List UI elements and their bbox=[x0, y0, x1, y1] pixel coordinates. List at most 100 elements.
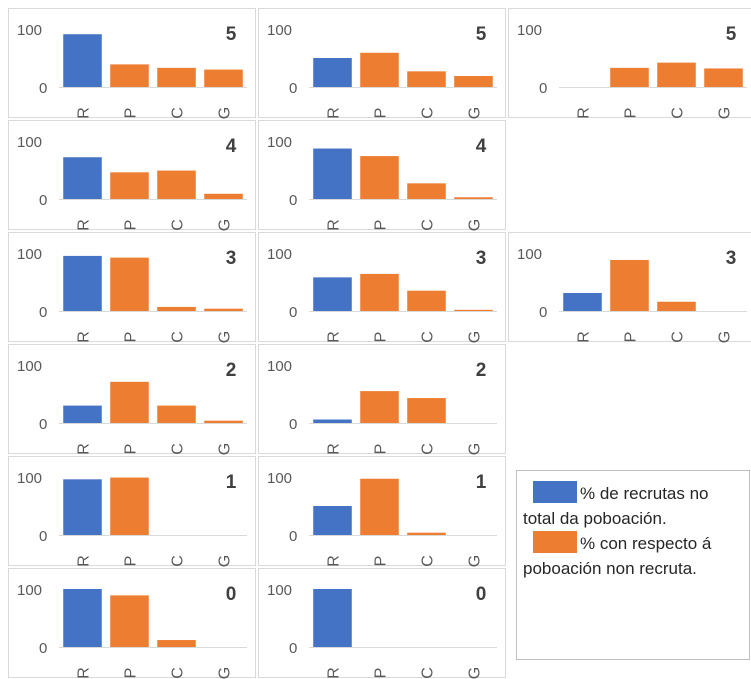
x-tick-label: C bbox=[170, 555, 187, 567]
bar-G bbox=[204, 420, 243, 423]
bar-R bbox=[563, 293, 602, 311]
panel-label: 2 bbox=[476, 360, 487, 381]
x-tick-label: G bbox=[467, 107, 484, 119]
x-tick-label: P bbox=[373, 220, 390, 231]
chart-svg: 0 100 R P C G 4 bbox=[267, 134, 497, 231]
bar-R bbox=[63, 34, 102, 87]
x-tick-label: C bbox=[170, 331, 187, 343]
y-tick-label: 0 bbox=[39, 528, 47, 545]
x-tick-label: R bbox=[326, 555, 343, 567]
bar-P bbox=[610, 67, 649, 87]
x-tick-label: C bbox=[420, 667, 437, 679]
x-tick-label: G bbox=[467, 219, 484, 231]
bar-R bbox=[63, 405, 102, 423]
bar-C bbox=[407, 398, 446, 423]
x-tick-label: C bbox=[420, 555, 437, 567]
y-tick-label: 0 bbox=[39, 192, 47, 209]
y-tick-label: 100 bbox=[517, 22, 542, 39]
chart-panel-3: 0 100 R P C G 3 bbox=[8, 232, 256, 343]
bar-P bbox=[110, 64, 149, 87]
chart-panel-3: 0 100 R P C G 3 bbox=[508, 232, 751, 343]
legend-label-non-recruits: % con respecto á poboación non recruta. bbox=[523, 534, 712, 578]
panel-label: 4 bbox=[226, 136, 237, 157]
panel-label: 1 bbox=[476, 472, 487, 493]
x-tick-label: C bbox=[420, 443, 437, 455]
x-tick-label: P bbox=[123, 668, 140, 679]
bar-P bbox=[110, 595, 149, 647]
x-tick-label: C bbox=[670, 107, 687, 119]
chart-svg: 0 100 R P C G 5 bbox=[17, 22, 247, 119]
x-tick-label: P bbox=[373, 556, 390, 567]
y-tick-label: 0 bbox=[289, 528, 297, 545]
bar-C bbox=[157, 405, 196, 423]
x-tick-label: R bbox=[76, 667, 93, 679]
x-tick-label: P bbox=[123, 444, 140, 455]
chart-panel-1: 0 100 R P C G 1 bbox=[8, 456, 256, 567]
panel-label: 5 bbox=[476, 24, 487, 45]
x-tick-label: G bbox=[467, 443, 484, 455]
bar-R bbox=[313, 58, 352, 87]
y-tick-label: 100 bbox=[17, 246, 42, 263]
chart-panel-5: 0 100 R P C G 5 bbox=[8, 8, 256, 119]
x-tick-label: P bbox=[123, 556, 140, 567]
x-tick-label: G bbox=[217, 331, 234, 343]
panel-label: 0 bbox=[476, 584, 487, 605]
bar-R bbox=[313, 277, 352, 311]
y-tick-label: 100 bbox=[267, 22, 292, 39]
legend-label-recruits: % de recrutas no total da poboación. bbox=[523, 484, 709, 528]
chart-panel-0: 0 100 R P C G 0 bbox=[258, 568, 506, 679]
bar-R bbox=[63, 479, 102, 535]
y-tick-label: 0 bbox=[289, 304, 297, 321]
x-tick-label: P bbox=[373, 108, 390, 119]
x-tick-label: G bbox=[467, 555, 484, 567]
y-tick-label: 100 bbox=[267, 134, 292, 151]
x-tick-label: R bbox=[576, 331, 593, 343]
chart-panel-2: 0 100 R P C G 2 bbox=[8, 344, 256, 455]
y-tick-label: 100 bbox=[267, 470, 292, 487]
x-tick-label: P bbox=[123, 108, 140, 119]
x-tick-label: P bbox=[123, 220, 140, 231]
y-tick-label: 100 bbox=[267, 582, 292, 599]
chart-svg: 0 100 R P C G 5 bbox=[267, 22, 497, 119]
y-tick-label: 0 bbox=[539, 80, 547, 97]
bar-C bbox=[157, 640, 196, 647]
panel-label: 5 bbox=[726, 24, 737, 45]
bar-C bbox=[657, 62, 696, 87]
bar-P bbox=[110, 257, 149, 311]
bar-C bbox=[157, 170, 196, 199]
y-tick-label: 100 bbox=[17, 22, 42, 39]
chart-svg: 0 100 R P C G 3 bbox=[517, 246, 747, 343]
chart-svg: 0 100 R P C G 1 bbox=[17, 470, 247, 567]
bar-C bbox=[407, 532, 446, 535]
bar-P bbox=[110, 381, 149, 423]
y-tick-label: 100 bbox=[17, 134, 42, 151]
y-tick-label: 0 bbox=[39, 416, 47, 433]
x-tick-label: R bbox=[326, 219, 343, 231]
bar-C bbox=[407, 71, 446, 87]
y-tick-label: 100 bbox=[17, 582, 42, 599]
x-tick-label: C bbox=[670, 331, 687, 343]
x-tick-label: R bbox=[326, 667, 343, 679]
chart-panel-4: 0 100 R P C G 4 bbox=[8, 120, 256, 231]
x-tick-label: R bbox=[76, 555, 93, 567]
x-tick-label: R bbox=[326, 107, 343, 119]
chart-svg: 0 100 R P C G 5 bbox=[517, 22, 747, 119]
chart-svg: 0 100 R P C G 2 bbox=[17, 358, 247, 455]
panel-label: 5 bbox=[226, 24, 237, 45]
bar-P bbox=[110, 172, 149, 199]
x-tick-label: P bbox=[373, 444, 390, 455]
x-tick-label: P bbox=[373, 332, 390, 343]
bar-C bbox=[407, 290, 446, 311]
x-tick-label: C bbox=[170, 107, 187, 119]
x-tick-label: G bbox=[217, 443, 234, 455]
y-tick-label: 100 bbox=[17, 358, 42, 375]
bar-P bbox=[360, 52, 399, 87]
legend-swatch-non-recruits bbox=[533, 531, 577, 553]
x-tick-label: G bbox=[217, 219, 234, 231]
x-tick-label: R bbox=[76, 107, 93, 119]
y-tick-label: 0 bbox=[539, 304, 547, 321]
bar-R bbox=[313, 506, 352, 535]
y-tick-label: 0 bbox=[289, 192, 297, 209]
bar-G bbox=[454, 75, 493, 87]
